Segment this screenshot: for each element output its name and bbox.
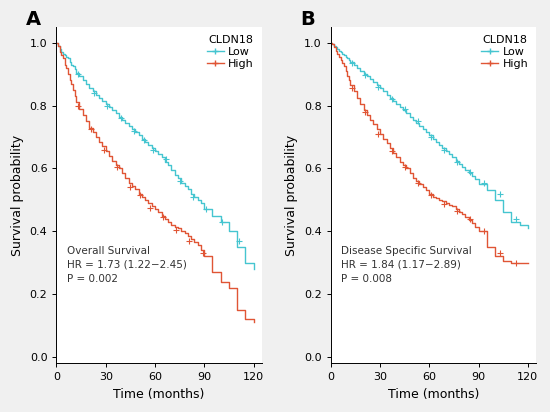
Point [400, 105, 409, 112]
Point [427, 192, 436, 199]
Point [374, 131, 383, 137]
Point [479, 179, 488, 186]
Point [400, 164, 409, 170]
Point [73, 102, 82, 109]
Point [387, 148, 396, 154]
Point [172, 227, 181, 233]
Point [86, 126, 95, 132]
Point [73, 71, 82, 77]
Point [453, 208, 461, 214]
Point [512, 215, 521, 222]
Point [387, 96, 396, 103]
Point [146, 204, 155, 211]
Point [361, 71, 370, 78]
Point [348, 60, 356, 66]
Point [496, 190, 504, 197]
Point [175, 178, 184, 184]
Text: Overall Survival
HR = 1.73 (1.22−2.45)
P = 0.002: Overall Survival HR = 1.73 (1.22−2.45) P… [67, 246, 186, 283]
Point [162, 156, 171, 162]
Point [348, 85, 356, 91]
Point [189, 193, 197, 200]
Text: Disease Specific Survival
HR = 1.84 (1.17−2.89)
P = 0.008: Disease Specific Survival HR = 1.84 (1.1… [341, 246, 472, 283]
Point [201, 206, 210, 213]
Point [439, 146, 448, 153]
Point [479, 228, 488, 234]
Point [218, 218, 227, 225]
Legend: Low, High: Low, High [479, 33, 531, 71]
X-axis label: Time (months): Time (months) [388, 388, 479, 401]
Point [185, 237, 194, 244]
Text: B: B [300, 10, 315, 29]
Point [126, 184, 135, 191]
Point [374, 83, 383, 90]
Point [234, 237, 243, 244]
Text: A: A [26, 10, 41, 29]
Point [129, 127, 138, 134]
Point [453, 159, 461, 166]
Point [100, 146, 108, 153]
Point [198, 250, 207, 257]
Point [113, 164, 122, 170]
Point [512, 260, 521, 266]
Y-axis label: Survival probability: Survival probability [285, 135, 299, 256]
Point [361, 108, 370, 115]
X-axis label: Time (months): Time (months) [113, 388, 205, 401]
Point [466, 168, 475, 175]
Point [149, 146, 158, 153]
Point [103, 102, 112, 109]
Y-axis label: Survival probability: Survival probability [11, 135, 24, 256]
Point [439, 200, 448, 207]
Point [139, 137, 148, 143]
Point [427, 133, 436, 140]
Point [414, 179, 422, 186]
Point [466, 215, 475, 222]
Point [496, 250, 504, 257]
Point [136, 192, 145, 199]
Point [159, 214, 168, 220]
Point [116, 115, 125, 122]
Point [414, 118, 422, 124]
Point [90, 90, 98, 96]
Legend: Low, High: Low, High [205, 33, 256, 71]
